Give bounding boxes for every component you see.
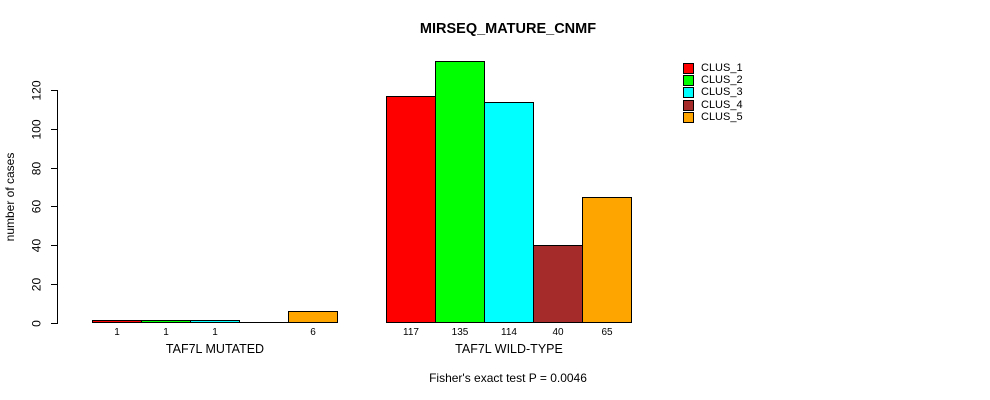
legend-label: CLUS_2 bbox=[701, 73, 743, 86]
bar-clus_3-wildtype bbox=[484, 102, 534, 323]
bar-value-label: 65 bbox=[601, 327, 613, 338]
y-tick bbox=[51, 90, 58, 91]
bar-value-label: 117 bbox=[403, 327, 419, 338]
y-tick bbox=[51, 284, 58, 285]
bar-value-label: 1 bbox=[212, 327, 218, 338]
legend-swatch bbox=[683, 87, 694, 99]
bar-clus_3-mutated bbox=[190, 320, 240, 323]
bar-clus_5-mutated bbox=[288, 311, 338, 323]
bar-clus_1-wildtype bbox=[386, 96, 436, 323]
y-tick-label: 40 bbox=[29, 238, 44, 253]
legend-item-clus_2: CLUS_2 bbox=[683, 74, 743, 86]
y-tick-label: 20 bbox=[29, 277, 44, 292]
y-tick bbox=[51, 245, 58, 246]
legend-label: CLUS_4 bbox=[701, 98, 743, 111]
y-tick bbox=[51, 129, 58, 130]
bar-clus_1-mutated bbox=[92, 320, 142, 323]
legend-label: CLUS_1 bbox=[701, 61, 743, 74]
legend-swatch bbox=[683, 99, 694, 111]
bar-value-label: 135 bbox=[451, 327, 469, 338]
fisher-test-note: Fisher's exact test P = 0.0046 bbox=[429, 371, 587, 385]
bar-value-label: 1 bbox=[114, 327, 120, 338]
legend-item-clus_3: CLUS_3 bbox=[683, 87, 743, 99]
y-tick bbox=[51, 168, 58, 169]
y-axis-line bbox=[57, 90, 58, 324]
bar-value-label: 6 bbox=[310, 327, 316, 338]
bar-clus_5-wildtype bbox=[582, 197, 632, 323]
y-tick-label: 60 bbox=[29, 199, 44, 214]
y-tick-label: 80 bbox=[29, 161, 44, 176]
legend-item-clus_5: CLUS_5 bbox=[683, 112, 743, 124]
y-tick-label: 0 bbox=[29, 320, 44, 327]
chart-title: MIRSEQ_MATURE_CNMF bbox=[419, 21, 597, 37]
bar-clus_4-mutated-zero bbox=[239, 322, 289, 323]
bar-clus_4-wildtype bbox=[533, 245, 583, 323]
legend-item-clus_1: CLUS_1 bbox=[683, 62, 743, 74]
bar-clus_2-wildtype bbox=[435, 61, 485, 323]
y-tick-label: 120 bbox=[29, 80, 44, 101]
legend-label: CLUS_3 bbox=[701, 86, 743, 99]
y-tick-label: 100 bbox=[29, 119, 44, 140]
legend: CLUS_1 CLUS_2 CLUS_3 CLUS_4 CLUS_5 bbox=[683, 62, 743, 124]
legend-swatch bbox=[683, 112, 694, 124]
y-tick bbox=[51, 323, 58, 324]
bar-clus_2-mutated bbox=[141, 320, 191, 323]
legend-label: CLUS_5 bbox=[701, 111, 743, 124]
legend-item-clus_4: CLUS_4 bbox=[683, 99, 743, 111]
bar-value-label: 1 bbox=[163, 327, 169, 338]
group-label-wildtype: TAF7L WILD-TYPE bbox=[455, 342, 563, 356]
legend-swatch bbox=[683, 62, 694, 74]
bar-value-label: 40 bbox=[552, 327, 564, 338]
y-tick bbox=[51, 206, 58, 207]
group-label-mutated: TAF7L MUTATED bbox=[165, 342, 265, 356]
bar-value-label: 114 bbox=[501, 327, 517, 338]
legend-swatch bbox=[683, 74, 694, 86]
y-axis-label: number of cases bbox=[3, 152, 17, 242]
